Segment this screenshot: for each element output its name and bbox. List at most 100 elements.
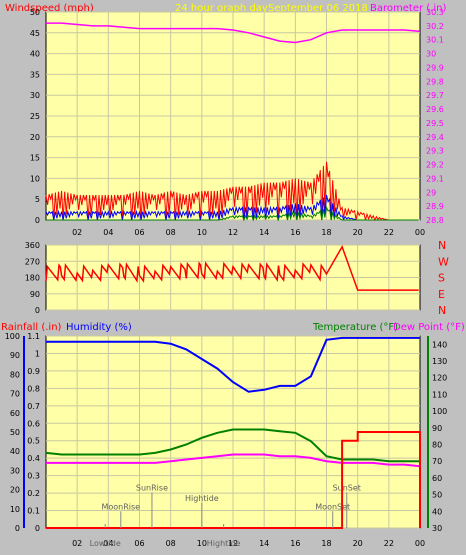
graph-date: September 06 2018 — [268, 3, 368, 14]
compass-label: E — [438, 288, 445, 301]
wind-x-tick: 20 — [353, 228, 363, 237]
climate-x-tick: 22 — [384, 539, 394, 548]
wind-x-tick: 14 — [259, 228, 269, 237]
event-label: MoonSet — [315, 502, 350, 511]
compass-label: N — [438, 304, 446, 317]
compass-label: W — [438, 255, 449, 268]
temp-y-tick: 40 — [432, 507, 442, 516]
temp-y-tick: 100 — [432, 407, 447, 416]
climate-x-tick: 16 — [290, 539, 300, 548]
humidity-y-tick: 80 — [10, 370, 20, 379]
temperature-label: Temperature (°F) — [312, 322, 398, 333]
baro-y-tick: 29.6 — [426, 105, 444, 114]
rain-y-tick: 0.8 — [27, 384, 40, 393]
humidity-y-tick: 30 — [10, 466, 20, 475]
temp-y-tick: 60 — [432, 474, 442, 483]
humidity-y-tick: 70 — [10, 390, 20, 399]
wind-x-tick: 02 — [72, 228, 82, 237]
direction-y-tick: 180 — [25, 274, 40, 283]
rain-y-tick: 1 — [35, 349, 40, 358]
baro-y-tick: 29.1 — [426, 174, 444, 183]
baro-y-tick: 28.8 — [426, 216, 444, 225]
direction-y-tick: 270 — [25, 257, 40, 266]
wind-x-tick: 04 — [103, 228, 113, 237]
humidity-y-tick: 100 — [5, 332, 20, 341]
wind-gust-line — [45, 161, 419, 222]
wind-x-tick: 18 — [321, 228, 331, 237]
baro-y-tick: 29.5 — [426, 119, 444, 128]
humidity-label: Humidity (%) — [66, 322, 132, 333]
wind-y-tick: 40 — [30, 50, 40, 59]
direction-y-tick: 90 — [30, 290, 40, 299]
direction-line — [45, 245, 419, 291]
wind-x-tick: 06 — [134, 228, 144, 237]
baro-y-tick: 30.3 — [426, 8, 444, 17]
event-label: SunRise — [136, 483, 168, 492]
wind-x-tick: 00 — [415, 228, 425, 237]
climate-x-tick: 04 — [103, 539, 113, 548]
wind-y-tick: 0 — [35, 216, 40, 225]
temp-y-tick: 140 — [432, 340, 447, 349]
climate-x-tick: 08 — [166, 539, 176, 548]
temp-y-tick: 110 — [432, 390, 447, 399]
temp-y-tick: 80 — [432, 441, 442, 450]
rain-y-tick: 0.4 — [27, 454, 40, 463]
climate-x-tick: 18 — [321, 539, 331, 548]
climate-x-tick: 20 — [353, 539, 363, 548]
rain-y-tick: 0.9 — [27, 367, 40, 376]
temp-y-tick: 90 — [432, 424, 442, 433]
rain-y-tick: 0.5 — [27, 437, 40, 446]
wind-x-tick: 12 — [228, 228, 238, 237]
humidity-y-tick: 90 — [10, 351, 20, 360]
event-label: SunSet — [333, 483, 361, 492]
wind-y-tick: 15 — [30, 154, 40, 163]
temp-line — [45, 428, 420, 463]
dewpoint-label: Dew Point (°F) — [393, 322, 465, 333]
temp-y-tick: 70 — [432, 457, 442, 466]
humidity-y-tick: 0 — [15, 524, 20, 533]
baro-y-tick: 29.3 — [426, 147, 444, 156]
event-label: Hightide — [185, 494, 219, 503]
wind-y-tick: 50 — [30, 8, 40, 17]
baro-y-tick: 30.1 — [426, 36, 444, 45]
rain-y-tick: 0 — [35, 524, 40, 533]
compass-label: S — [438, 272, 445, 285]
climate-x-tick: 14 — [259, 539, 269, 548]
wind-y-tick: 20 — [30, 133, 40, 142]
temp-y-tick: 50 — [432, 491, 442, 500]
wind-y-tick: 30 — [30, 91, 40, 100]
humidity-y-tick: 60 — [10, 409, 20, 418]
wind-y-tick: 45 — [30, 29, 40, 38]
baro-y-tick: 30.2 — [426, 22, 444, 31]
rainfall-line — [46, 431, 421, 529]
wind-low-line — [46, 205, 419, 222]
rain-y-tick: 0.6 — [27, 419, 40, 428]
climate-x-tick: 12 — [228, 539, 238, 548]
wind-y-tick: 10 — [30, 174, 40, 183]
event-label: Lowtide — [90, 539, 121, 548]
rain-y-tick: 0.2 — [27, 489, 40, 498]
temp-y-tick: 130 — [432, 357, 447, 366]
wind-y-tick: 5 — [35, 195, 40, 204]
wind-x-tick: 16 — [290, 228, 300, 237]
direction-y-tick: 360 — [25, 241, 40, 250]
climate-x-tick: 06 — [134, 539, 144, 548]
baro-y-tick: 29.7 — [426, 91, 444, 100]
event-label: Hightide — [207, 539, 241, 548]
temp-y-tick: 30 — [432, 524, 442, 533]
temp-y-tick: 120 — [432, 374, 447, 383]
rain-y-tick: 0.3 — [27, 472, 40, 481]
humidity-y-tick: 20 — [10, 486, 20, 495]
baro-y-tick: 29.2 — [426, 161, 444, 170]
climate-x-tick: 00 — [415, 539, 425, 548]
event-label: MoonRise — [101, 502, 140, 511]
climate-x-tick: 10 — [197, 539, 207, 548]
rain-y-tick: 1.1 — [27, 332, 40, 341]
baro-y-tick: 29 — [426, 188, 436, 197]
baro-y-tick: 30 — [426, 50, 436, 59]
windspeed-title: Windspeed (mph) — [5, 3, 94, 14]
temp-line — [46, 453, 421, 468]
wind-y-tick: 35 — [30, 70, 40, 79]
barometer-title: Barometer (.in) — [370, 3, 446, 14]
